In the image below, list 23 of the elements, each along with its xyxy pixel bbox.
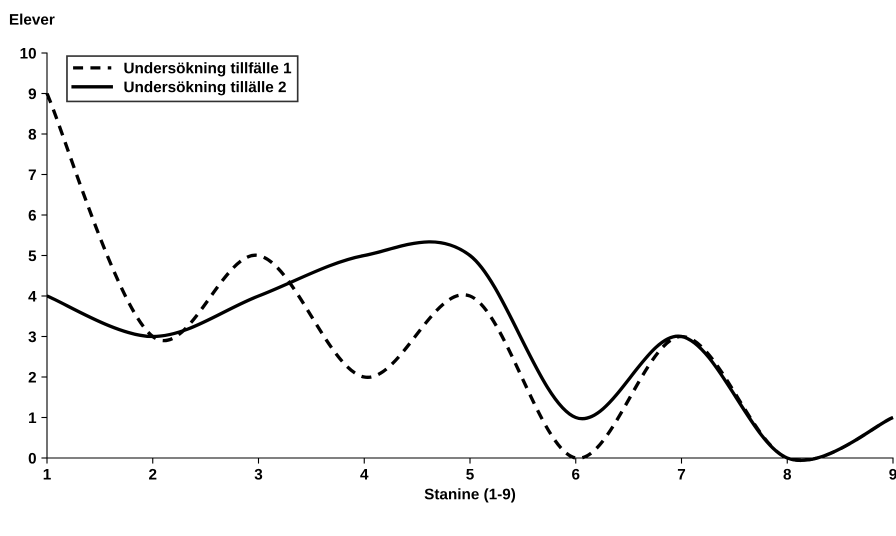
y-tick-label: 6 [28, 210, 36, 221]
y-tick-label: 1 [29, 412, 36, 424]
y-tick-label: 8 [28, 128, 36, 140]
y-axis-title: Elever [10, 14, 55, 25]
x-tick-label: 6 [572, 468, 580, 480]
y-tick-label: 7 [28, 170, 36, 180]
y-tick-label: 2 [28, 372, 36, 383]
x-tick-label: 1 [44, 468, 51, 480]
y-tick-label: 5 [28, 250, 36, 262]
y-tick-label: 10 [20, 48, 36, 59]
legend-label: Undersökning tillfälle 1 [124, 62, 292, 76]
y-tick-label: 9 [28, 88, 36, 100]
x-tick-label: 2 [149, 468, 156, 480]
x-axis-title: Stanine (1-9) [424, 488, 516, 502]
x-tick-label: 4 [360, 468, 368, 480]
x-tick-label: 3 [254, 468, 262, 480]
y-tick-label: 4 [28, 291, 36, 302]
x-tick-label: 5 [466, 468, 474, 480]
legend-label: Undersökning tillälle 2 [124, 81, 286, 96]
x-tick-label: 7 [678, 468, 686, 480]
y-tick-label: 0 [28, 452, 36, 464]
y-tick-label: 3 [28, 331, 36, 342]
x-tick-label: 8 [783, 468, 792, 480]
